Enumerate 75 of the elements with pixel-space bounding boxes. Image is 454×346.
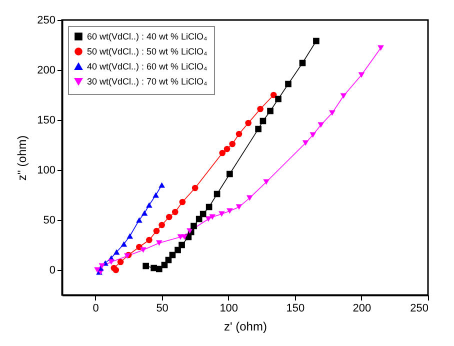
point <box>146 236 152 244</box>
x-tick-label: 50 <box>156 302 168 314</box>
y-tick-label: 100 <box>37 164 56 176</box>
point <box>214 190 220 198</box>
point <box>192 184 198 192</box>
point <box>181 234 188 240</box>
point <box>113 249 120 255</box>
point <box>166 214 172 220</box>
y-axis-title: z'' (ohm) <box>15 135 30 181</box>
point <box>117 258 124 266</box>
point <box>229 140 236 148</box>
point <box>146 202 152 208</box>
point <box>246 195 253 201</box>
legend-label: 30 wt(VdCl..) : 70 wt % LiClO₄ <box>87 76 208 86</box>
point <box>310 132 316 138</box>
point <box>285 80 292 88</box>
point <box>255 126 262 132</box>
point <box>313 38 320 44</box>
x-tick-label: 200 <box>352 302 372 314</box>
point <box>267 108 274 114</box>
point <box>156 266 162 272</box>
point <box>257 106 264 112</box>
legend-label: 60 wt(VdCl..) : 40 wt % LiClO₄ <box>87 32 208 42</box>
x-axis-title: z' (ohm) <box>224 320 267 334</box>
point <box>260 118 266 124</box>
point <box>140 247 146 253</box>
point <box>245 120 252 126</box>
point <box>318 122 324 128</box>
point <box>178 242 185 248</box>
point <box>219 150 226 156</box>
x-tick-label: 100 <box>220 302 238 314</box>
point <box>299 60 306 66</box>
point <box>218 211 225 217</box>
point <box>136 217 142 223</box>
point <box>270 92 277 98</box>
point <box>226 170 233 178</box>
point <box>172 208 178 216</box>
point <box>236 130 242 138</box>
point <box>120 241 128 247</box>
point <box>190 222 197 230</box>
point <box>236 204 242 210</box>
point <box>358 72 365 78</box>
point <box>209 214 216 220</box>
x-tick-label: 0 <box>92 302 99 314</box>
point <box>302 140 309 146</box>
point <box>329 110 336 116</box>
y-tick-label: 200 <box>37 64 56 76</box>
point <box>340 93 347 99</box>
y-tick-label: 150 <box>37 114 56 126</box>
point <box>158 222 165 228</box>
point <box>263 179 270 185</box>
point <box>152 192 159 198</box>
point <box>174 246 181 254</box>
point <box>142 262 150 270</box>
point <box>153 228 160 234</box>
point <box>158 182 165 188</box>
legend-label: 40 wt(VdCl..) : 60 wt % LiClO₄ <box>87 62 208 72</box>
point <box>224 146 230 152</box>
point <box>156 240 162 246</box>
y-tick-label: 50 <box>43 214 56 226</box>
x-tick-label: 250 <box>410 302 428 314</box>
point <box>206 204 212 210</box>
point <box>108 259 114 265</box>
point <box>141 210 148 216</box>
point <box>179 198 186 206</box>
y-tick-label: 0 <box>49 264 56 276</box>
point <box>200 210 206 218</box>
x-tick-label: 150 <box>286 302 305 314</box>
point <box>378 45 384 51</box>
point <box>275 96 282 102</box>
point <box>226 208 233 214</box>
y-tick-label: 250 <box>37 14 56 26</box>
point <box>136 244 142 250</box>
legend-label: 50 wt(VdCl..) : 50 wt % LiClO₄ <box>87 46 208 56</box>
point <box>126 233 134 239</box>
